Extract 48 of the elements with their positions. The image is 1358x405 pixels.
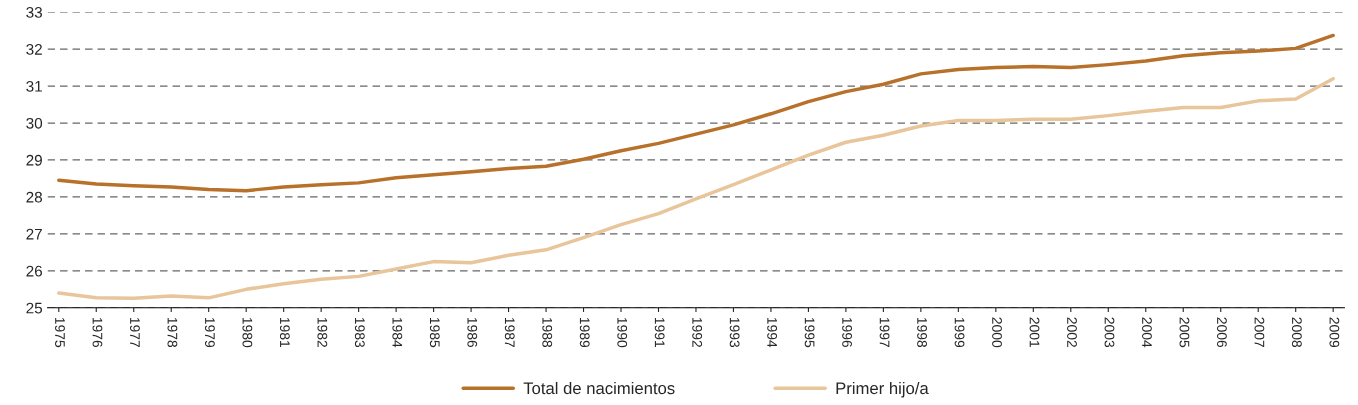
x-tick-label: 1999	[954, 317, 965, 348]
x-tick-label: 1985	[429, 317, 440, 348]
x-tick-label: 1992	[692, 317, 703, 348]
legend-label: Total de nacimientos	[523, 381, 675, 395]
x-tick-label: 1993	[729, 317, 740, 348]
x-tick-label: 2005	[1179, 317, 1190, 348]
x-tick-label: 1983	[354, 317, 365, 348]
x-tick-label: 2000	[992, 317, 1002, 348]
line-series	[57, 33, 1335, 193]
y-tick-label: 26	[26, 265, 42, 277]
x-tick-label: 2009	[1329, 317, 1340, 348]
x-tick-label: 1977	[130, 317, 140, 348]
x-tick-label: 1975	[55, 317, 65, 348]
y-tick-label: 29	[26, 154, 42, 166]
y-tick-label: 30	[26, 117, 43, 129]
y-tick-label: 31	[26, 80, 42, 92]
x-tick-label: 1981	[279, 317, 290, 348]
y-tick-label: 28	[26, 191, 43, 203]
x-tick-label: 2006	[1217, 317, 1227, 348]
line-series	[57, 76, 1335, 300]
y-tick-label: 33	[26, 7, 42, 18]
x-tick-label: 1978	[167, 317, 178, 348]
x-tick-label: 1996	[842, 317, 853, 348]
x-tick-label: 1976	[92, 317, 103, 348]
x-tick-label: 1979	[204, 317, 215, 348]
x-tick-label: 2001	[1029, 317, 1040, 348]
x-tick-label: 1989	[579, 317, 590, 348]
x-tick-label: 2008	[1291, 317, 1302, 348]
x-tick-label: 1988	[542, 317, 553, 348]
x-tick-label: 1997	[879, 317, 890, 348]
x-tick-label: 1986	[467, 317, 478, 348]
legend-label: Primer hijo/a	[836, 381, 929, 398]
x-tick-label: 1982	[317, 317, 328, 348]
x-tick-label: 1995	[804, 317, 815, 348]
y-tick-label: 32	[26, 43, 42, 55]
x-tick-label: 1998	[917, 317, 927, 348]
x-tick-label: 2004	[1142, 317, 1152, 348]
x-tick-label: 1987	[504, 317, 515, 348]
x-tick-label: 2003	[1104, 317, 1115, 348]
x-tick-label: 1994	[767, 317, 778, 348]
x-tick-label: 2007	[1254, 317, 1265, 348]
y-tick-label: 27	[26, 228, 42, 240]
y-tick-label: 25	[26, 302, 43, 314]
x-tick-label: 1984	[392, 317, 403, 348]
x-tick-label: 1990	[617, 317, 628, 348]
x-tick-label: 2002	[1067, 317, 1077, 348]
x-tick-label: 1980	[242, 317, 253, 348]
x-tick-label: 1991	[654, 317, 665, 348]
